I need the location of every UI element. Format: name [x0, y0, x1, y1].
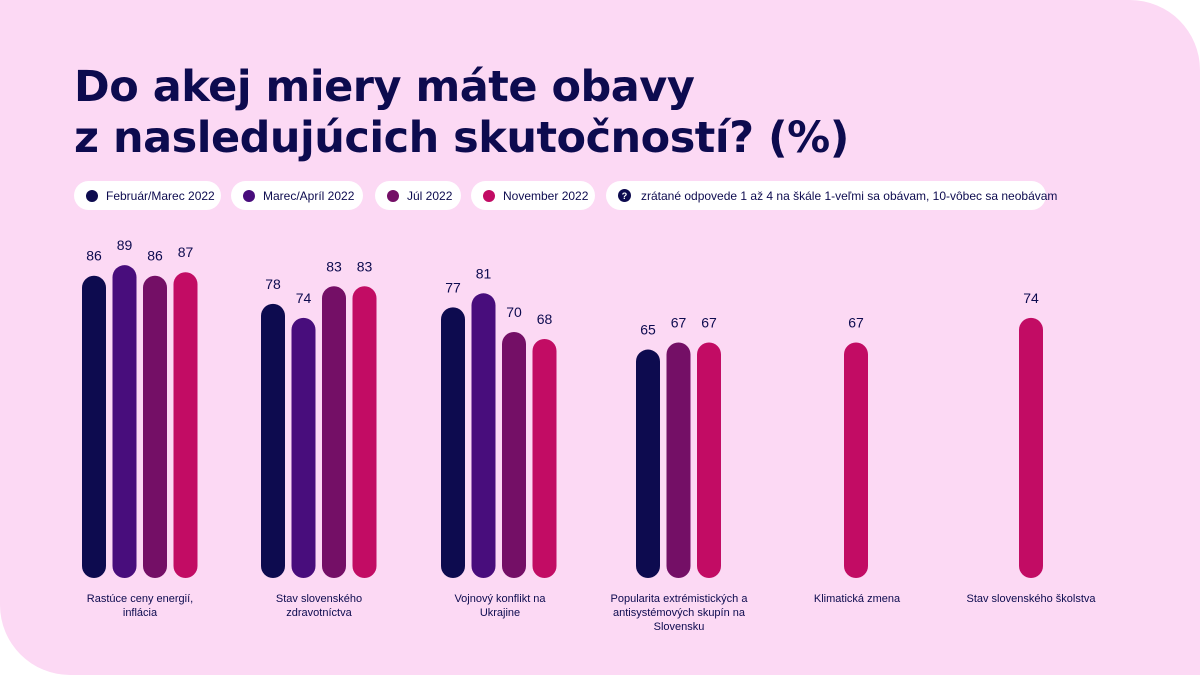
legend-item-feb-mar-2022: Február/Marec 2022	[74, 181, 221, 210]
data-label: 67	[701, 314, 717, 330]
data-label: 74	[296, 290, 312, 306]
bar	[697, 342, 721, 578]
bar	[291, 317, 316, 578]
bar	[844, 342, 868, 578]
bar	[82, 275, 106, 578]
bar	[471, 293, 496, 578]
category-label-line: Klimatická zmena	[814, 593, 901, 605]
bar	[532, 338, 557, 578]
data-label: 78	[265, 276, 281, 292]
chart-title-line-2: z nasledujúcich skutočností? (%)	[74, 113, 849, 163]
legend-label: Júl 2022	[407, 188, 453, 203]
legend-swatch	[387, 189, 399, 202]
category-label-line: Popularita extrémistických a	[611, 593, 749, 605]
legend-swatch	[483, 189, 495, 202]
data-label: 68	[537, 311, 553, 327]
category-label: Stav slovenského školstva	[966, 593, 1096, 605]
bar	[352, 286, 377, 578]
data-label: 87	[178, 244, 194, 260]
category-label-line: Ukrajine	[480, 607, 520, 619]
legend-note-text: zrátané odpovede 1 až 4 na škále 1-veľmi…	[641, 188, 1058, 203]
data-label: 70	[506, 304, 522, 320]
legend-item-jul-2022: Júl 2022	[375, 181, 461, 210]
bar	[502, 331, 526, 578]
data-label: 89	[117, 237, 133, 253]
category-label-line: inflácia	[123, 607, 158, 619]
data-label: 81	[476, 265, 492, 281]
legend-item-mar-apr-2022: Marec/Apríl 2022	[231, 181, 363, 210]
category-label: Stav slovenského zdravotníctva	[276, 593, 362, 619]
legend-swatch	[243, 189, 255, 202]
question-icon: ?	[618, 189, 631, 202]
data-label: 83	[357, 258, 373, 274]
category-label: Klimatická zmena	[814, 593, 901, 605]
data-label: 83	[326, 258, 342, 274]
data-label: 74	[1023, 290, 1039, 306]
data-label: 86	[147, 248, 163, 264]
legend-label: Február/Marec 2022	[106, 188, 215, 203]
data-label: 86	[86, 248, 102, 264]
category-label-line: Rastúce ceny energií,	[87, 593, 193, 605]
category-label-line: zdravotníctva	[286, 607, 352, 619]
chart-title-line-1: Do akej miery máte obavy	[74, 62, 695, 112]
bar	[173, 272, 198, 578]
bar	[143, 275, 167, 578]
data-label: 67	[848, 314, 864, 330]
category-label-line: Slovensku	[654, 621, 705, 633]
category-label-line: Stav slovenského	[276, 593, 362, 605]
legend-swatch	[86, 189, 98, 202]
category-label: Rastúce ceny energií, inflácia	[87, 593, 193, 619]
legend-note: ? zrátané odpovede 1 až 4 na škále 1-veľ…	[606, 181, 1057, 210]
bar	[666, 342, 691, 578]
data-label: 77	[445, 279, 461, 295]
data-label: 65	[640, 322, 656, 338]
category-label-line: Vojnový konflikt na	[454, 593, 546, 605]
category-label-line: antisystémových skupín na	[613, 607, 746, 619]
legend-label: Marec/Apríl 2022	[263, 188, 355, 203]
bar	[636, 349, 660, 578]
legend-item-nov-2022: November 2022	[471, 181, 595, 210]
legend-label: November 2022	[503, 188, 589, 203]
bar	[322, 286, 346, 578]
category-label: Popularita extrémistických a antisystémov…	[611, 593, 749, 633]
bar	[112, 265, 137, 578]
data-label: 67	[671, 314, 687, 330]
category-label: Vojnový konflikt na Ukrajine	[454, 593, 546, 619]
chart-title: Do akej miery máte obavy z nasledujúcich…	[74, 62, 974, 164]
bar	[1019, 317, 1043, 578]
bar	[441, 307, 465, 578]
category-label-line: Stav slovenského školstva	[966, 593, 1096, 605]
bar	[261, 303, 285, 578]
